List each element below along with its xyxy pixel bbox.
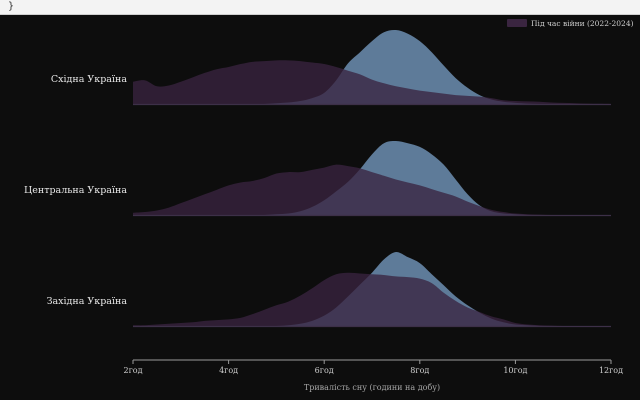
x-tick-label: 10год (503, 366, 527, 375)
ridge-1-before-area (133, 29, 611, 105)
ridge-3: Західна Україна (47, 251, 611, 328)
ridge-1-during-area (133, 60, 611, 104)
code-fragment: } (0, 0, 640, 15)
ridge-2: Центральна Україна (24, 141, 611, 217)
x-tick-label: 12год (599, 366, 623, 375)
ridge-2-label: Центральна Україна (24, 185, 127, 196)
ridge-3-during-area (133, 272, 611, 327)
legend-swatch-during (507, 19, 527, 27)
x-tick-label: 8год (410, 366, 429, 375)
legend: Під час війни (2022-2024) (507, 19, 634, 28)
x-tick-label: 4год (219, 366, 238, 375)
ridge-3-label: Західна Україна (47, 296, 128, 307)
x-tick-label: 2год (123, 366, 142, 375)
ridge-1-label: Східна Україна (51, 74, 127, 85)
x-axis: 2год 4год 6год 8год 10год 12год (123, 359, 623, 375)
code-fragment-text: } (8, 1, 15, 12)
ridge-2-during-area (133, 164, 611, 216)
ridges: Східна Україна Центральна Україна Західна … (24, 29, 611, 328)
x-axis-title: Тривалість сну (години на добу) (304, 383, 440, 392)
legend-label-during: Під час війни (2022-2024) (531, 19, 634, 28)
x-tick-label: 6год (315, 366, 334, 375)
ridge-1: Східна Україна (51, 29, 611, 106)
